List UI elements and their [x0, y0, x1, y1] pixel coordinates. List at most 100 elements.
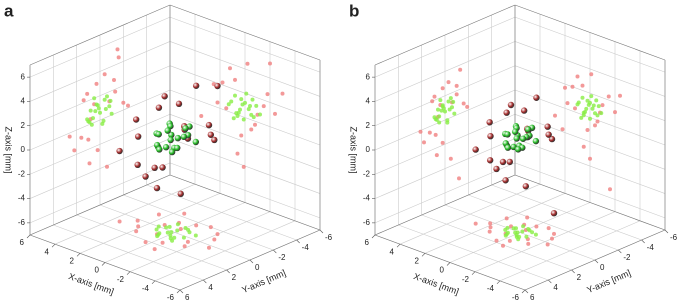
projection-point — [235, 113, 240, 118]
projection-point — [113, 89, 118, 94]
grid-line — [374, 41, 516, 102]
point — [502, 177, 509, 184]
z-axis-title: Z-axis [mm] — [4, 127, 14, 174]
projection-point — [440, 140, 445, 145]
projection-point — [98, 110, 102, 115]
projection-point — [573, 106, 577, 111]
projection-point — [81, 98, 86, 103]
projection-point — [280, 91, 285, 96]
point — [499, 158, 507, 166]
z-tick-label: -2 — [363, 169, 371, 178]
projection-point — [580, 83, 585, 88]
projection-point — [108, 98, 113, 103]
tick-mark — [176, 289, 181, 294]
projection-point — [241, 117, 246, 122]
point — [522, 183, 530, 190]
point — [142, 173, 149, 180]
grid-line — [29, 41, 171, 102]
projection-point — [94, 81, 99, 86]
tick-mark — [471, 271, 476, 275]
projection-point — [194, 223, 199, 228]
point — [520, 107, 528, 114]
z-tick-label: 4 — [366, 97, 371, 106]
projection-point — [461, 101, 466, 106]
projection-point — [215, 100, 220, 105]
projection-point — [448, 156, 453, 161]
box-edge — [374, 174, 516, 236]
projection-point — [458, 67, 463, 72]
projection-point — [488, 225, 493, 230]
projection-point — [103, 107, 108, 111]
projection-point — [172, 235, 177, 240]
projection-point — [570, 84, 575, 89]
projection-point — [258, 112, 262, 117]
x-tick-label: 0 — [95, 266, 100, 275]
x-tick-label: 6 — [20, 238, 25, 247]
projection-point — [92, 96, 97, 101]
projection-point — [533, 232, 538, 237]
y-tick-label: 0 — [255, 263, 260, 272]
x-tick-label: -2 — [117, 275, 125, 284]
projection-point — [156, 224, 161, 229]
projection-point — [229, 99, 234, 104]
projection-point — [447, 107, 452, 112]
projection-point — [182, 211, 187, 216]
projection-point — [215, 232, 220, 237]
point — [168, 148, 176, 156]
grid-line — [123, 194, 274, 251]
projection-point — [446, 99, 451, 104]
projection-point — [67, 134, 72, 139]
tick-mark — [446, 262, 451, 266]
z-tick-label: -6 — [18, 218, 26, 227]
projection-point — [443, 109, 447, 114]
projection-point — [505, 230, 510, 235]
grid-line — [169, 114, 321, 170]
grid-line — [29, 138, 171, 199]
projection-point — [89, 122, 94, 127]
projection-point — [488, 221, 493, 226]
point — [472, 146, 479, 153]
projection-point — [208, 225, 213, 230]
projection-point — [437, 120, 442, 125]
projection-point — [589, 72, 594, 77]
z-tick-label: -4 — [363, 194, 371, 203]
projection-point — [553, 113, 557, 118]
projection-point — [160, 240, 165, 245]
projection-point — [437, 114, 442, 119]
projection-point — [212, 237, 217, 242]
projection-point — [433, 132, 438, 137]
projection-point — [88, 108, 93, 113]
projection-point — [235, 151, 240, 156]
x-tick-label: 0 — [440, 266, 445, 275]
projection-point — [93, 109, 98, 114]
point — [511, 128, 519, 135]
projection-point — [86, 137, 91, 142]
tick-mark — [371, 234, 376, 239]
y-tick-label: -4 — [647, 243, 655, 252]
y-tick-label: -6 — [325, 233, 333, 242]
projection-point — [136, 224, 141, 229]
projection-point — [245, 61, 250, 66]
projection-point — [207, 245, 211, 250]
point — [132, 116, 140, 123]
tick-mark — [76, 253, 81, 257]
grid-line — [514, 138, 666, 194]
projection-point — [178, 227, 183, 232]
projection-point — [590, 106, 595, 111]
tick-mark — [496, 280, 501, 285]
point — [207, 131, 215, 138]
projection-point — [440, 103, 445, 108]
point — [533, 94, 540, 101]
projection-point — [115, 47, 120, 52]
panel-label: a — [4, 1, 14, 20]
point — [205, 121, 213, 129]
projection-point — [550, 236, 554, 241]
tick-mark — [126, 271, 131, 275]
y-tick-label: 4 — [553, 283, 558, 292]
y-tick-label: -6 — [670, 233, 678, 242]
projection-point — [575, 102, 580, 107]
x-tick-label: 4 — [390, 247, 395, 256]
projection-point — [135, 218, 140, 223]
projection-point — [165, 230, 170, 235]
x-tick-label: -4 — [487, 284, 495, 293]
